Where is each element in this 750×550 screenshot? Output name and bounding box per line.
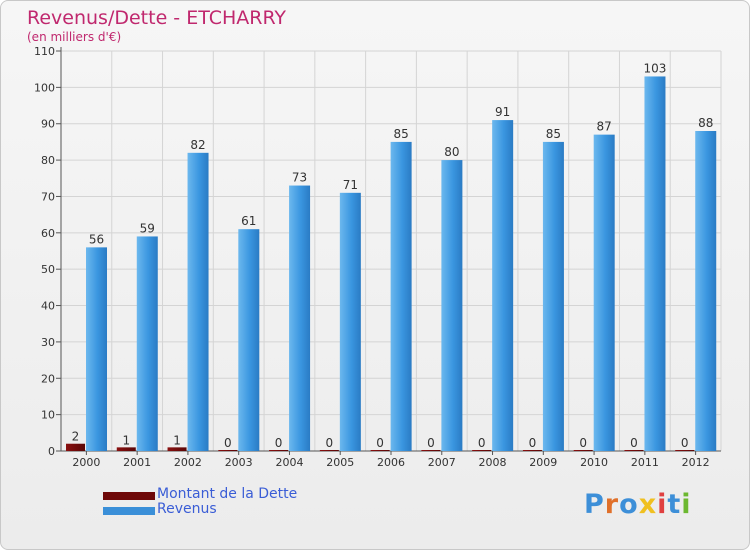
revenue-value-label: 85 xyxy=(393,127,408,141)
debt-bar-2010 xyxy=(573,450,593,451)
y-tick-label: 0 xyxy=(48,445,55,458)
revenue-value-label: 71 xyxy=(343,178,358,192)
logo-letter: t xyxy=(667,489,682,520)
revenue-value-label: 73 xyxy=(292,171,307,185)
revenue-bar-2001 xyxy=(136,236,158,451)
debt-bar-2000 xyxy=(66,443,85,451)
x-tick-label: 2008 xyxy=(479,456,507,469)
y-tick-label: 80 xyxy=(41,154,55,167)
label-layer: 2 56 1 59 1 82 0 61 0 73 0 71 0 85 0 80 0 91 0 85 0 87 0 103 0 88 xyxy=(72,61,714,450)
debt-value-label: 0 xyxy=(681,436,689,450)
debt-bar-2001 xyxy=(116,447,136,451)
debt-bar-2002 xyxy=(167,447,187,451)
bar-layer xyxy=(66,76,717,452)
chart-title: Revenus/Dette - ETCHARRY xyxy=(27,7,287,29)
logo-letter: i xyxy=(681,489,692,520)
debt-value-label: 0 xyxy=(630,436,638,450)
debt-value-label: 0 xyxy=(376,436,384,450)
logo-letter: r xyxy=(604,489,620,520)
revenue-bar-2009 xyxy=(542,141,564,451)
y-tick-label: 40 xyxy=(41,300,55,313)
revenue-value-label: 82 xyxy=(190,138,205,152)
x-tick-label: 2006 xyxy=(377,456,405,469)
revenue-value-label: 91 xyxy=(495,105,510,119)
revenue-bar-2011 xyxy=(644,76,666,452)
revenue-value-label: 80 xyxy=(444,145,459,159)
debt-value-label: 0 xyxy=(579,436,587,450)
debt-value-label: 1 xyxy=(173,433,181,447)
x-tick-label: 2000 xyxy=(72,456,100,469)
debt-bar-2009 xyxy=(522,450,542,451)
revenue-bar-2002 xyxy=(187,152,209,451)
x-tick-label: 2003 xyxy=(225,456,253,469)
revenue-value-label: 87 xyxy=(597,120,612,134)
x-tick-label: 2010 xyxy=(580,456,608,469)
y-tick-label: 60 xyxy=(41,227,55,240)
revenue-bar-2004 xyxy=(289,185,311,451)
debt-bar-2004 xyxy=(269,450,289,451)
revenue-value-label: 88 xyxy=(698,116,713,130)
chart-subtitle: (en milliers d'€) xyxy=(27,30,122,44)
legend-swatch-revenus xyxy=(103,507,155,515)
revenue-value-label: 56 xyxy=(89,232,104,246)
y-tick-label: 20 xyxy=(41,372,55,385)
revenue-bar-2006 xyxy=(390,141,412,451)
logo-letter: o xyxy=(619,489,639,520)
debt-value-label: 0 xyxy=(478,436,486,450)
debt-bar-2012 xyxy=(675,450,695,451)
revenue-value-label: 61 xyxy=(241,214,256,228)
debt-value-label: 0 xyxy=(427,436,435,450)
debt-value-label: 0 xyxy=(326,436,334,450)
debt-bar-2006 xyxy=(370,450,390,451)
x-tick-label: 2009 xyxy=(529,456,557,469)
debt-value-label: 2 xyxy=(72,430,80,444)
debt-value-label: 0 xyxy=(275,436,283,450)
legend-label-dette: Montant de la Dette xyxy=(157,486,298,502)
debt-bar-2011 xyxy=(624,450,644,451)
revenue-bar-2012 xyxy=(695,131,717,451)
revenue-bar-2000 xyxy=(86,247,107,451)
x-tick-label: 2002 xyxy=(174,456,202,469)
logo-letter: x xyxy=(638,489,658,520)
y-tick-label: 50 xyxy=(41,263,55,276)
revenue-bar-2003 xyxy=(238,229,260,451)
legend-swatch-dette xyxy=(103,492,155,500)
revenue-bar-2007 xyxy=(441,160,463,451)
proxiti-logo: Proxiti xyxy=(584,489,692,520)
debt-value-label: 0 xyxy=(529,436,537,450)
y-tick-label: 90 xyxy=(41,118,55,131)
x-tick-label: 2007 xyxy=(428,456,456,469)
revenue-value-label: 59 xyxy=(140,221,155,235)
debt-bar-2003 xyxy=(218,450,238,451)
x-tick-label: 2012 xyxy=(682,456,710,469)
x-tick-label: 2001 xyxy=(123,456,151,469)
legend-label-revenus: Revenus xyxy=(157,501,217,517)
y-tick-label: 30 xyxy=(41,336,55,349)
debt-bar-2005 xyxy=(319,450,339,451)
revenue-bar-2008 xyxy=(492,120,514,451)
y-tick-label: 70 xyxy=(41,190,55,203)
x-tick-label: 2004 xyxy=(275,456,303,469)
logo-letter: i xyxy=(657,489,668,520)
debt-value-label: 1 xyxy=(122,433,130,447)
debt-bar-2007 xyxy=(421,450,441,451)
y-tick-label: 110 xyxy=(34,45,55,58)
revenue-bar-2005 xyxy=(339,192,361,451)
revenue-value-label: 103 xyxy=(644,61,667,75)
x-tick-label: 2005 xyxy=(326,456,354,469)
logo-letter: P xyxy=(584,489,605,520)
x-tick-label: 2011 xyxy=(631,456,659,469)
y-tick-label: 100 xyxy=(34,81,55,94)
revenue-value-label: 85 xyxy=(546,127,561,141)
debt-bar-2008 xyxy=(472,450,492,451)
revenue-bar-2010 xyxy=(593,134,615,452)
y-tick-label: 10 xyxy=(41,409,55,422)
debt-value-label: 0 xyxy=(224,436,232,450)
